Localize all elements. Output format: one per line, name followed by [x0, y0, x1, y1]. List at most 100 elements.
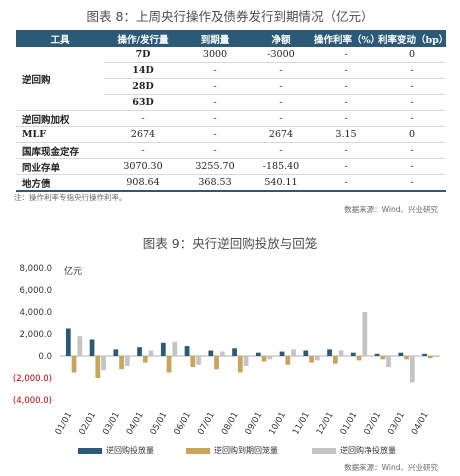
bar	[219, 351, 225, 356]
table-row: MLF 2674 - 2674 3.15 0	[16, 126, 446, 143]
table-row: 逆回购加权 - - - - -	[16, 110, 446, 127]
reverse-repo-group-label: 逆回购	[16, 47, 104, 111]
cell-rate: -	[314, 158, 378, 175]
bar	[404, 356, 409, 360]
bar	[190, 356, 196, 367]
cell-maturity: -	[182, 78, 248, 95]
table-note: 注：操作利率专指央行操作利率。	[14, 193, 127, 202]
bar	[433, 356, 439, 358]
bar	[142, 356, 148, 363]
x-tick-label: 03/01	[386, 411, 407, 437]
cell-rate: -	[314, 62, 378, 79]
term-label: 63D	[104, 94, 182, 111]
legend-swatch	[78, 447, 102, 454]
y-tick-label: (2,000.0)	[13, 374, 52, 384]
operations-table: 工具 操作/发行量 到期量 净额 操作利率（%） 利率变动（bp） 逆回购 7D…	[16, 30, 448, 192]
bar	[327, 349, 332, 356]
y-tick-label: 4,000.0	[20, 308, 52, 318]
table-row: 14D - - - -	[16, 62, 446, 79]
chart-source: 数据来源：Wind、兴业研究	[344, 463, 438, 472]
x-tick-label: 07/01	[196, 411, 217, 437]
cell-net: -	[248, 78, 314, 95]
cell-rate-change: -	[378, 174, 446, 192]
x-tick-label: 05/01	[149, 411, 170, 437]
cell-net: 2674	[248, 126, 314, 143]
cell-issue: -	[104, 142, 182, 159]
bar	[338, 350, 344, 356]
row-label: 同业存单	[16, 158, 104, 175]
bar	[309, 356, 314, 363]
cell-rate-change: 0	[378, 126, 446, 143]
legend-item-withdrawal: 逆回购到期回笼量	[186, 445, 278, 456]
cell-maturity: 3255.70	[182, 158, 248, 175]
table-source: 数据来源：Wind、兴业研究	[344, 205, 438, 214]
header-net: 净额	[248, 30, 314, 47]
bar	[350, 352, 356, 356]
bar	[124, 356, 130, 366]
bar	[232, 348, 237, 356]
x-tick-label: 01/01	[54, 411, 75, 437]
bar	[303, 350, 309, 356]
x-tick-label: 12/01	[315, 411, 336, 437]
cell-issue: -	[104, 110, 182, 127]
row-label: MLF	[16, 126, 104, 143]
cell-issue: 2674	[104, 126, 182, 143]
row-label: 逆回购加权	[16, 110, 104, 127]
term-label: 7D	[104, 47, 182, 63]
cell-rate-change: -	[378, 158, 446, 175]
cell-maturity: 368.53	[182, 174, 248, 192]
bar	[291, 349, 296, 356]
cell-rate: -	[314, 174, 378, 192]
cell-rate: -	[314, 78, 378, 95]
bar	[261, 356, 267, 362]
cell-rate: -	[314, 47, 378, 63]
x-tick-label: 10/01	[267, 411, 288, 437]
cell-maturity: -	[182, 126, 248, 143]
x-tick-label: 03/01	[101, 411, 122, 437]
bar	[285, 356, 291, 365]
bar	[148, 350, 154, 356]
x-tick-label: 01/01	[339, 411, 360, 437]
legend-label: 逆回购到期回笼量	[214, 446, 278, 455]
y-unit-label: 亿元	[64, 265, 82, 277]
header-rate-change: 利率变动（bp）	[378, 30, 448, 47]
table-row: 同业存单 3070.30 3255.70 -185.40 - -	[16, 158, 446, 175]
cell-net: -	[248, 62, 314, 79]
y-tick-label: 2,000.0	[20, 330, 52, 340]
bar	[172, 341, 178, 356]
bar	[362, 312, 368, 356]
x-tick-label: 09/01	[244, 411, 265, 437]
bar	[267, 356, 273, 360]
cell-net: -185.40	[248, 158, 314, 175]
x-tick-label: 06/01	[172, 411, 193, 437]
cell-rate-change: -	[378, 78, 446, 95]
bar	[214, 356, 219, 370]
bar	[208, 350, 214, 356]
header-tool: 工具	[16, 30, 104, 47]
row-label: 国库现金定存	[16, 142, 104, 159]
y-tick-label: 8,000.0	[20, 264, 52, 274]
legend-item-net: 逆回购净投放量	[312, 445, 396, 456]
cell-rate-change: -	[378, 142, 446, 159]
table-row: 28D - - - -	[16, 78, 446, 95]
y-tick-label: (4,000.0)	[13, 396, 52, 406]
cell-issue: 908.64	[104, 174, 182, 192]
repo-chart: 亿元 8,000.0 6,000.0 4,000.0 2,000.0 0.0 (2,000.…	[13, 264, 440, 437]
y-tick-label: 6,000.0	[20, 286, 52, 296]
table-row: 63D - - - -	[16, 94, 446, 111]
bar	[314, 356, 320, 361]
bar	[255, 352, 261, 356]
cell-rate: -	[314, 110, 378, 127]
header-rate: 操作利率（%）	[314, 30, 380, 47]
table-title: 图表 8：上周央行操作及债券发行到期情况（亿元）	[86, 9, 374, 24]
bar	[427, 356, 433, 359]
x-tick-label: 08/01	[220, 411, 241, 437]
x-tick-label: 02/01	[77, 411, 98, 437]
table-row: 逆回购 7D 3000 -3000 - 0	[16, 47, 446, 111]
bar	[95, 356, 101, 378]
table-row: 国库现金定存 - - - - -	[16, 142, 446, 159]
bar	[137, 347, 142, 356]
bar	[160, 342, 166, 356]
cell-rate: 3.15	[314, 126, 378, 143]
x-tick-label: 02/01	[362, 411, 383, 437]
